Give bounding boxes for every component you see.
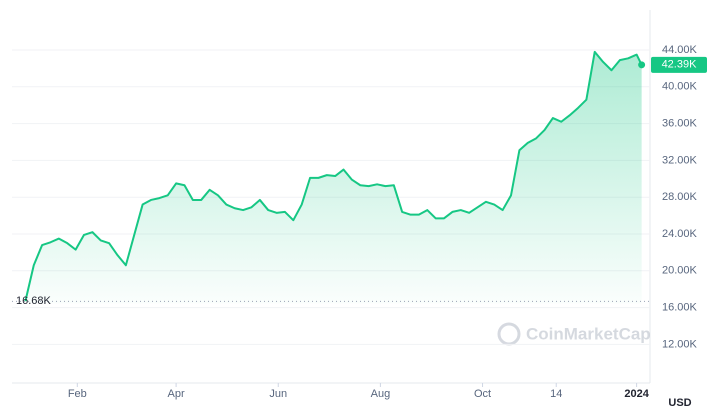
low-label: 16.68K: [16, 295, 52, 307]
area-fill: [25, 51, 642, 304]
last-point: [638, 61, 646, 69]
last-badge: [651, 56, 707, 73]
y-tick-label: 36.00K: [662, 118, 698, 130]
y-tick-label: 28.00K: [662, 191, 698, 203]
x-tick-label: 2024: [624, 388, 649, 400]
y-tick-label: 16.00K: [662, 301, 698, 313]
y-tick-label: 32.00K: [662, 154, 698, 166]
x-tick-label: Feb: [68, 388, 87, 400]
x-tick-label: Oct: [474, 388, 491, 400]
x-tick-label: Apr: [168, 388, 185, 400]
x-tick-label: Aug: [371, 388, 391, 400]
y-tick-label: 24.00K: [662, 228, 698, 240]
last-label: 42.39K: [662, 59, 698, 71]
y-tick-label: 44.00K: [662, 44, 698, 56]
price-line: [24, 50, 643, 302]
currency-label: USD: [668, 397, 691, 409]
y-tick-label: 12.00K: [662, 338, 698, 350]
x-tick-label: Jun: [269, 388, 287, 400]
y-tick-label: 40.00K: [662, 81, 698, 93]
x-tick-label: 14: [550, 388, 562, 400]
y-tick-label: 20.00K: [662, 265, 698, 277]
watermark-logo: [497, 322, 521, 346]
watermark: CoinMarketCap: [497, 322, 651, 346]
watermark-text: CoinMarketCap: [526, 324, 651, 343]
